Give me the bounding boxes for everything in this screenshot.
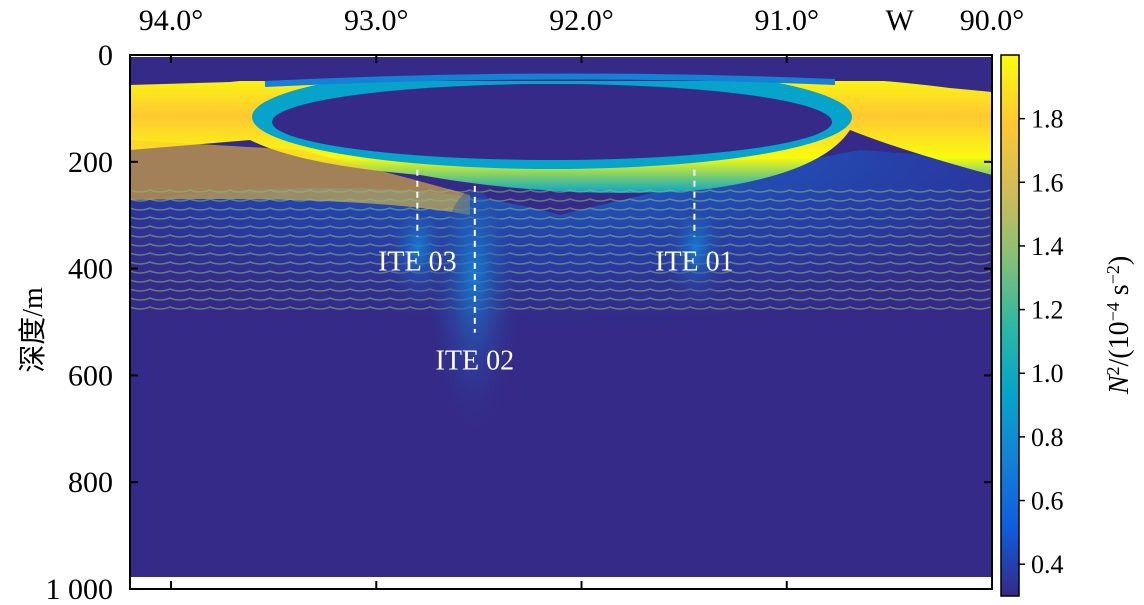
x-extra-label: W — [885, 4, 914, 37]
colorbar-tick-label: 0.8 — [1031, 423, 1064, 452]
heatmap-plot-area — [130, 55, 992, 589]
wave-line — [130, 189, 991, 193]
wave-line — [130, 234, 991, 238]
x-tick-label: 92.0° — [549, 4, 614, 37]
colorbar-gradient — [1000, 54, 1020, 597]
y-tick-label: 600 — [68, 359, 113, 392]
wave-line — [130, 252, 991, 256]
ite-03-anomaly — [388, 215, 448, 325]
y-axis-title: 深度/m — [17, 287, 49, 373]
y-tick-label: 0 — [98, 39, 113, 72]
x-axis: 94.0° 93.0° 92.0° 91.0° 90.0° W — [139, 4, 1024, 589]
y-tick-label: 200 — [68, 146, 113, 179]
low-stratification-lens — [272, 84, 832, 160]
colorbar-tick-label: 0.6 — [1031, 487, 1064, 516]
wave-line — [130, 225, 991, 229]
wave-line — [130, 288, 991, 292]
wave-line — [130, 216, 991, 220]
wave-line — [130, 306, 991, 310]
y-tick-label: 1 000 — [46, 573, 114, 605]
colorbar-title: N2/(10−4 s−2) — [1103, 256, 1135, 395]
colorbar-tick-label: 1.8 — [1031, 105, 1064, 134]
thermocline-top-edge — [264, 73, 836, 87]
colorbar-tick-label: 1.2 — [1031, 296, 1064, 325]
colorbar-tick-label: 1.4 — [1031, 232, 1064, 261]
x-tick-label: 90.0° — [960, 4, 1025, 37]
plot-frame — [129, 54, 993, 590]
wave-texture — [130, 189, 991, 310]
colorbar: 0.4 0.6 0.8 1.0 1.2 1.4 1.6 1.8 — [1000, 54, 1064, 597]
x-tick-label: 94.0° — [139, 4, 204, 37]
wave-line — [130, 198, 991, 202]
ite-label: ITE 01 — [655, 247, 734, 278]
x-tick-label: 91.0° — [755, 4, 820, 37]
wave-line — [130, 261, 991, 265]
ite-label: ITE 02 — [436, 345, 515, 376]
wave-line — [130, 270, 991, 274]
y-tick-label: 400 — [68, 253, 113, 286]
wave-line — [130, 297, 991, 301]
no-data-bottom — [130, 577, 992, 589]
left-lower-band — [130, 140, 470, 215]
colorbar-tick-label: 1.6 — [1031, 168, 1064, 197]
ite-01-anomaly — [666, 215, 726, 325]
x-tick-label: 93.0° — [344, 4, 409, 37]
wave-line — [130, 207, 991, 211]
wave-line — [130, 279, 991, 283]
y-axis: 0 200 400 600 800 1 000 — [46, 39, 992, 605]
y-tick-label: 800 — [68, 466, 113, 499]
colorbar-tick-label: 0.4 — [1031, 550, 1064, 579]
colorbar-tick-label: 1.0 — [1031, 359, 1064, 388]
ite-label: ITE 03 — [378, 247, 457, 278]
annotations: ITE 01 ITE 02 ITE 03 — [378, 169, 734, 376]
wave-line — [130, 243, 991, 247]
